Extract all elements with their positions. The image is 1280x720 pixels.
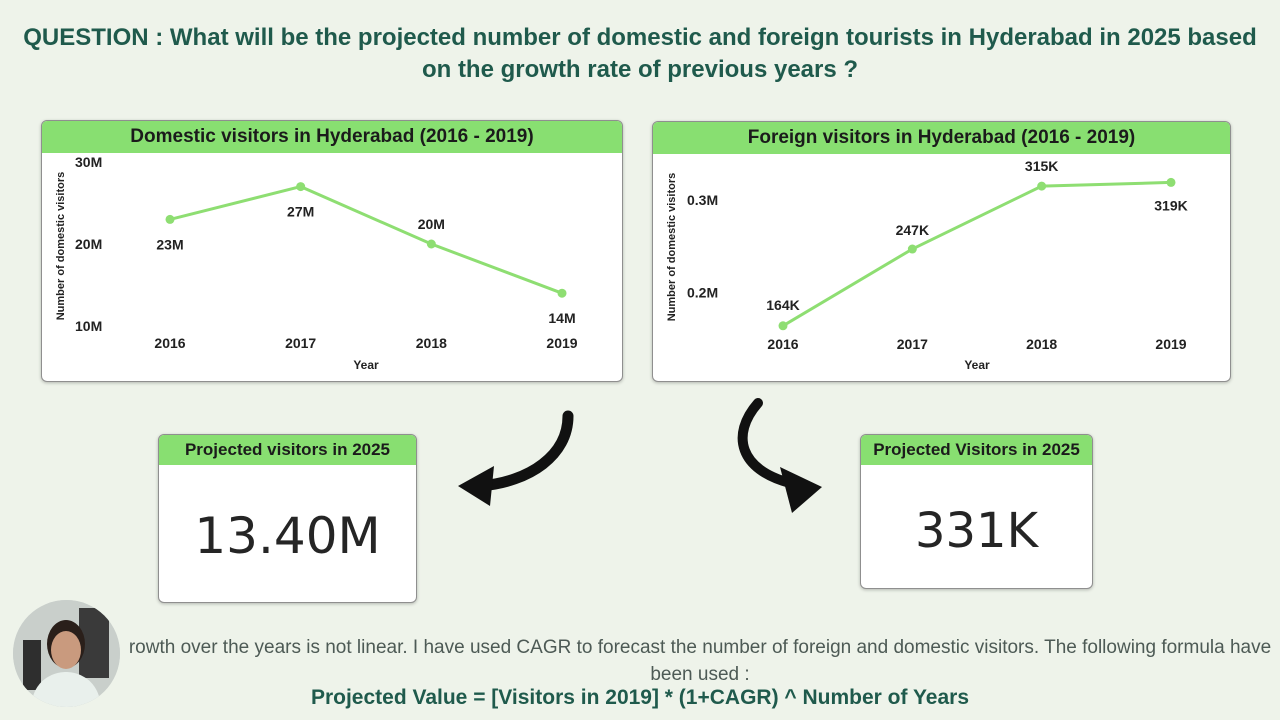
x-tick-label: 2017 (285, 335, 316, 351)
formula-text: Projected Value = [Visitors in 2019] * (… (310, 686, 970, 709)
y-tick-label: 10M (75, 318, 102, 334)
x-tick-label: 2017 (897, 336, 928, 352)
x-tick-label: 2016 (767, 336, 798, 352)
y-axis-title: Number of domestic visitors (666, 173, 678, 322)
data-point (165, 214, 175, 224)
kpi-title: Projected Visitors in 2025 (861, 435, 1092, 465)
kpi-value: 13.40M (194, 507, 381, 565)
kpi-value: 331K (914, 503, 1039, 559)
data-label: 14M (548, 310, 575, 326)
presenter-avatar (13, 600, 120, 707)
foreign-visitors-chart: Foreign visitors in Hyderabad (2016 - 20… (652, 121, 1231, 382)
data-label: 164K (766, 297, 799, 313)
domestic-visitors-chart: Domestic visitors in Hyderabad (2016 - 2… (41, 120, 623, 382)
x-axis-title: Year (964, 358, 990, 372)
curved-arrow-left-icon (458, 410, 574, 506)
data-point (907, 244, 917, 254)
domestic-chart-title: Domestic visitors in Hyderabad (2016 - 2… (42, 121, 622, 153)
y-tick-label: 0.3M (687, 192, 718, 208)
presenter-silhouette-icon (13, 600, 120, 707)
data-point (778, 321, 788, 331)
series-line (782, 180, 1172, 328)
x-tick-label: 2018 (416, 335, 447, 351)
data-point (296, 182, 306, 192)
data-label: 247K (896, 222, 929, 238)
x-tick-label: 2019 (1155, 336, 1186, 352)
kpi-title: Projected visitors in 2025 (159, 435, 416, 465)
data-label: 20M (418, 216, 445, 232)
foreign-chart-svg: 0.2M 0.3M 2016 2017 2018 2019 164K 247K 315K 319K… (666, 158, 1188, 372)
series-line (169, 185, 563, 295)
projected-foreign-kpi-card: Projected Visitors in 2025 331K (860, 434, 1093, 589)
data-label: 319K (1154, 197, 1187, 213)
x-axis-title: Year (353, 358, 379, 372)
x-tick-label: 2018 (1026, 336, 1057, 352)
explanation-text: rowth over the years is not linear. I ha… (128, 637, 1272, 685)
y-axis-title: Number of domestic visitors (55, 172, 67, 321)
data-point (426, 239, 436, 249)
question-heading: QUESTION : What will be the projected nu… (23, 24, 1257, 83)
data-point (557, 288, 567, 298)
foreign-chart-title: Foreign visitors in Hyderabad (2016 - 20… (653, 122, 1230, 154)
data-label: 23M (156, 236, 183, 252)
data-label: 315K (1025, 158, 1058, 174)
data-label: 27M (287, 204, 314, 220)
x-tick-label: 2016 (154, 335, 185, 351)
x-tick-label: 2019 (546, 335, 577, 351)
curved-arrow-right-icon (737, 398, 822, 513)
data-point (1037, 181, 1047, 191)
projected-domestic-kpi-card: Projected visitors in 2025 13.40M (158, 434, 417, 603)
y-tick-label: 20M (75, 236, 102, 252)
data-point (1166, 177, 1176, 187)
y-tick-label: 30M (75, 154, 102, 170)
y-tick-label: 0.2M (687, 285, 718, 301)
domestic-chart-svg: 10M 20M 30M 2016 2017 2018 2019 23M 27M 20M 14M Yea… (55, 154, 578, 372)
